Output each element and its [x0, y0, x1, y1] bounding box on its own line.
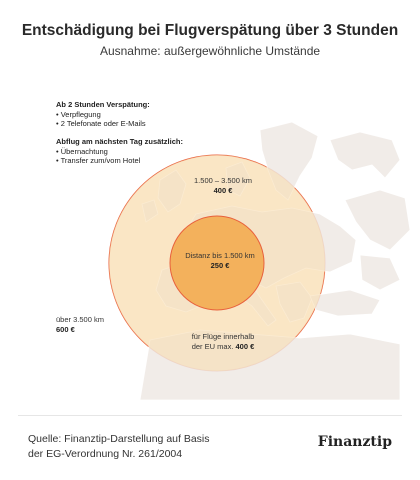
eu-flights-label: für Flüge innerhalb der EU max. 400 € — [168, 332, 278, 352]
eu-flights-line2: der EU max. — [191, 342, 234, 351]
inner-zone-circle — [169, 215, 265, 311]
middle-zone-distance: 1.500 – 3.500 km — [194, 176, 252, 185]
info-item: • Übernachtung — [56, 146, 108, 156]
outer-zone-label: über 3.500 km 600 € — [56, 315, 126, 335]
info-heading: Ab 2 Stunden Verspätung: — [56, 100, 150, 109]
info-item: • Verpflegung — [56, 109, 101, 119]
info-block-next-day: Abflug am nächsten Tag zusätzlich: • Übe… — [56, 137, 183, 166]
source-line-1: Quelle: Finanztip-Darstellung auf Basis — [28, 433, 210, 445]
info-item: • Transfer zum/vom Hotel — [56, 156, 141, 165]
footer-divider — [18, 415, 402, 416]
middle-zone-label: 1.500 – 3.500 km 400 € — [168, 176, 278, 196]
inner-zone-distance: Distanz bis 1.500 km — [185, 251, 255, 260]
middle-zone-amount: 400 € — [213, 186, 233, 195]
eu-flights-line1: für Flüge innerhalb — [191, 332, 255, 341]
info-item: • 2 Telefonate oder E-Mails — [56, 119, 146, 128]
page-title: Entschädigung bei Flugverspätung über 3 … — [21, 22, 399, 39]
page-subtitle: Ausnahme: außergewöhnliche Umstände — [99, 44, 321, 58]
inner-zone-amount: 250 € — [210, 261, 230, 270]
outer-zone-amount: 600 € — [56, 325, 75, 334]
source-line-2: der EG-Verordnung Nr. 261/2004 — [28, 448, 183, 460]
finanztip-logo: Finanztip — [317, 434, 392, 450]
source-note: Quelle: Finanztip-Darstellung auf Basis … — [28, 432, 210, 462]
info-block-delay-2h: Ab 2 Stunden Verspätung: • Verpflegung •… — [56, 100, 150, 129]
eu-flights-amount: 400 € — [235, 342, 255, 351]
inner-zone-label: Distanz bis 1.500 km 250 € — [170, 251, 270, 271]
info-heading: Abflug am nächsten Tag zusätzlich: — [56, 137, 183, 146]
outer-zone-distance: über 3.500 km — [56, 315, 104, 324]
